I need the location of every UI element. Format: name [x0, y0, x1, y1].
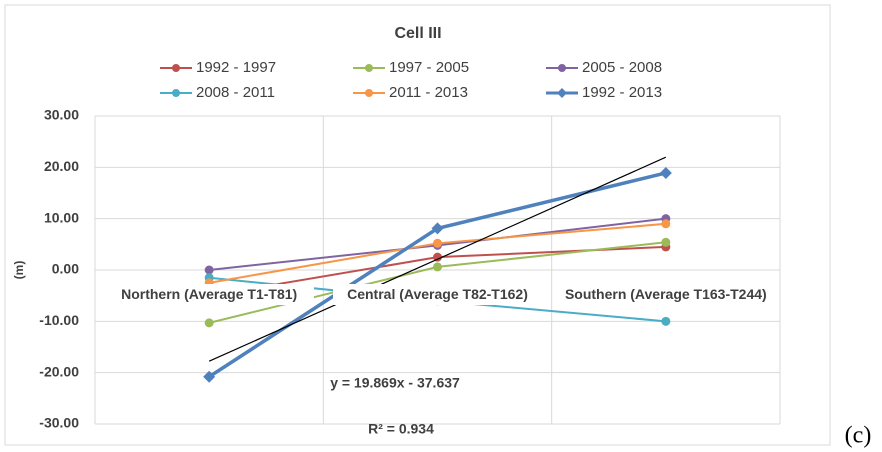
point — [204, 318, 214, 328]
point — [203, 370, 216, 383]
chart-title: Cell III — [394, 25, 441, 42]
point — [659, 166, 672, 179]
y-tick-label: 10.00 — [44, 209, 79, 225]
point — [433, 262, 442, 272]
x-tick-label: Southern (Average T163-T244) — [560, 284, 771, 305]
legend-marker — [172, 89, 180, 97]
legend-label: 2005 - 2008 — [582, 59, 662, 76]
trendline-equation: y = 19.869x - 37.637 — [330, 375, 460, 391]
legend-marker — [558, 64, 566, 72]
legend-marker — [365, 64, 373, 72]
x-tick-label: Central (Average T82-T162) — [332, 284, 543, 305]
point — [661, 219, 671, 229]
panel-label: (c) — [845, 423, 872, 449]
y-tick-label: 30.00 — [44, 107, 79, 123]
point — [661, 316, 671, 326]
point — [431, 222, 444, 235]
y-axis-title: (m) — [12, 261, 26, 280]
legend-label: 1992 - 2013 — [582, 84, 662, 101]
trendline-r2: R² = 0.934 — [368, 421, 434, 437]
chart-frame — [4, 4, 831, 446]
legend-marker — [172, 64, 180, 72]
x-tick-label: Northern (Average T1-T81) — [104, 284, 315, 305]
y-tick-label: -30.00 — [39, 415, 79, 431]
point — [204, 265, 214, 275]
legend-label: 1992 - 1997 — [196, 59, 276, 76]
trendline — [208, 156, 667, 362]
legend-label: 1997 - 2005 — [389, 59, 469, 76]
point — [433, 252, 442, 262]
legend-marker — [557, 88, 567, 98]
legend-marker — [365, 89, 373, 97]
point — [433, 238, 442, 248]
legend-label: 2011 - 2013 — [389, 84, 468, 101]
y-tick-label: 0.00 — [52, 261, 79, 277]
point — [661, 237, 671, 247]
y-tick-label: -20.00 — [39, 363, 79, 379]
y-tick-label: 20.00 — [44, 158, 79, 174]
y-tick-label: -10.00 — [39, 312, 79, 328]
legend-label: 2008 - 2011 — [196, 84, 275, 101]
